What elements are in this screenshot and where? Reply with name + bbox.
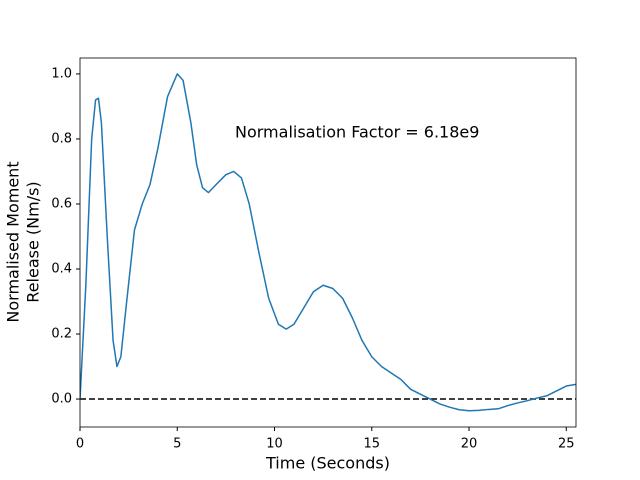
x-tick-label: 20 (461, 437, 478, 452)
annotation: Normalisation Factor = 6.18e9 (235, 123, 479, 142)
x-tick-label: 5 (173, 437, 181, 452)
y-tick-label: 1.0 (51, 66, 72, 81)
x-tick-label: 0 (76, 437, 84, 452)
y-tick-label: 0.2 (51, 327, 72, 342)
y-tick-label: 0.4 (51, 261, 72, 276)
x-axis-label: Time (Seconds) (265, 454, 390, 473)
line-series (80, 73, 576, 412)
x-tick-label: 10 (266, 437, 283, 452)
plot-frame (79, 57, 577, 428)
y-axis-label: Release (Nm/s) (24, 181, 43, 302)
y-tick-label: 0.6 (51, 196, 72, 211)
y-axis-label: Normalised Moment (4, 161, 23, 322)
y-tick-label: 0.8 (51, 131, 72, 146)
x-tick-label: 15 (363, 437, 380, 452)
y-tick-label: 0.0 (51, 392, 72, 407)
x-tick-label: 25 (558, 437, 575, 452)
